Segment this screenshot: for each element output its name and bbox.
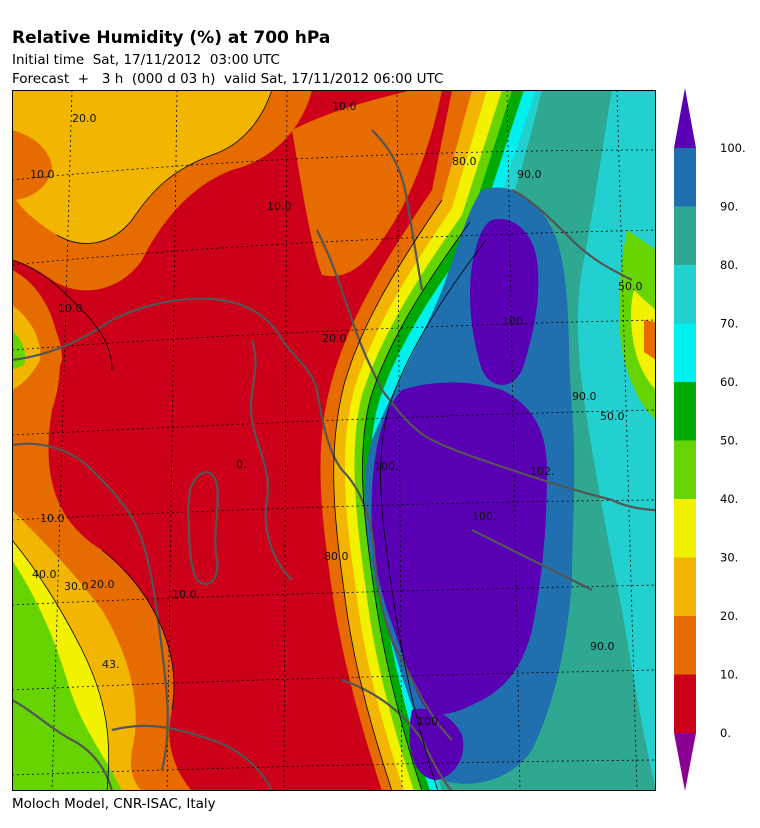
field-e-100a [470, 219, 539, 385]
legend-swatch [674, 382, 696, 441]
legend-swatch [674, 440, 696, 499]
contour-label: 10.0 [267, 200, 292, 213]
map-frame [12, 90, 656, 791]
legend-label: 50. [720, 434, 738, 448]
humidity-map: 20.0 10.0 10.0 10.0 10.0 20.0 0. 10.0 20… [12, 90, 656, 791]
legend-swatch [674, 557, 696, 616]
contour-label: 50.0 [600, 410, 625, 423]
legend-swatch [674, 616, 696, 675]
legend-swatch [674, 674, 696, 733]
contour-label: 10.0 [172, 588, 197, 601]
contour-label: 40.0 [32, 568, 57, 581]
contour-label: 0. [236, 458, 247, 471]
legend-label: 40. [720, 492, 738, 506]
coastlines [12, 129, 656, 791]
legend-over-arrow [674, 88, 696, 148]
contour-label: 80.0 [324, 550, 349, 563]
contour-label: 43. [102, 658, 120, 671]
legend-under-arrow [674, 733, 696, 791]
legend-swatch [674, 265, 696, 324]
legend-label: 90. [720, 200, 738, 214]
legend-label: 20. [720, 609, 738, 623]
contour-label: 90.0 [517, 168, 542, 181]
field-ne-10 [292, 90, 442, 277]
field-nw-dry [12, 130, 52, 200]
forecast-valid-time: Forecast + 3 h (000 d 03 h) valid Sat, 1… [12, 71, 444, 87]
field-sw-40 [12, 560, 122, 791]
contour-lines [12, 90, 487, 791]
field-e-100b [371, 382, 547, 715]
contour-label: 90.0 [572, 390, 597, 403]
contour-label: 100. [374, 460, 399, 473]
field-w-20 [12, 305, 41, 390]
contour-label: 100. [502, 315, 527, 328]
legend-label: 80. [720, 258, 738, 272]
legend-label: 0. [720, 726, 731, 740]
contour-label: 50.0 [618, 280, 643, 293]
model-credit: Moloch Model, CNR-ISAC, Italy [12, 796, 216, 812]
graticule [12, 90, 656, 791]
contour-label: 100. [417, 715, 442, 728]
contour-label: 80.0 [452, 155, 477, 168]
legend-label: 70. [720, 317, 738, 331]
field-n-20 [12, 90, 272, 244]
contour-label: 20.0 [72, 112, 97, 125]
contour-label: 100. [472, 510, 497, 523]
contour-label: 10.0 [332, 100, 357, 113]
contour-label: 90.0 [590, 640, 615, 653]
contour-label: 20.0 [322, 332, 347, 345]
contour-labels-group: 20.0 10.0 10.0 10.0 10.0 20.0 0. 10.0 20… [30, 100, 643, 728]
contour-label: 20.0 [90, 578, 115, 591]
legend-label: 100. [720, 141, 746, 155]
field-fe-30 [631, 290, 656, 390]
legend-label: 30. [720, 551, 738, 565]
contour-label: 10.0 [40, 512, 65, 525]
legend-swatch [674, 206, 696, 265]
legend-swatch [674, 499, 696, 558]
legend-label: 60. [720, 375, 738, 389]
contour-label: 10.0 [58, 302, 83, 315]
color-legend: 0. 10. 20. 30. 40. 50. 60. 70. 80. 90. 100. [674, 88, 746, 791]
legend-swatch [674, 148, 696, 207]
legend-label: 10. [720, 668, 738, 682]
contour-label: 30.0 [64, 580, 89, 593]
field-fe-10 [644, 320, 656, 360]
field-e-100c [409, 708, 464, 780]
initial-time: Initial time Sat, 17/11/2012 03:00 UTC [12, 52, 280, 68]
contour-label: 10.0 [30, 168, 55, 181]
map-title: Relative Humidity (%) at 700 hPa [12, 28, 331, 48]
contour-label: 102. [530, 465, 555, 478]
legend-swatch [674, 323, 696, 382]
